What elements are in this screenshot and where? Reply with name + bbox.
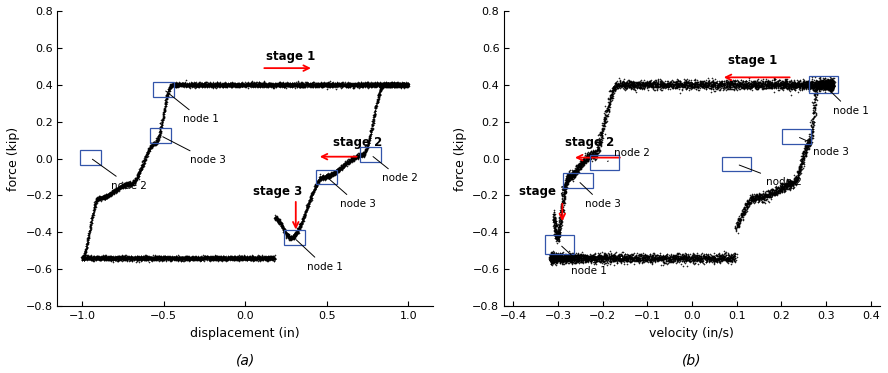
Text: node 2: node 2: [739, 165, 802, 187]
Text: stage 2: stage 2: [565, 136, 614, 149]
Text: stage 2: stage 2: [333, 136, 383, 149]
Bar: [782, 129, 812, 144]
Text: node 1: node 1: [826, 87, 868, 116]
Text: node 3: node 3: [329, 179, 376, 209]
Text: node 3: node 3: [163, 137, 226, 165]
Bar: [150, 128, 170, 143]
X-axis label: displacement (in): displacement (in): [190, 326, 300, 339]
Text: stage 3: stage 3: [519, 185, 567, 198]
Text: node 2: node 2: [373, 157, 418, 183]
Bar: [545, 235, 575, 254]
X-axis label: velocity (in/s): velocity (in/s): [649, 326, 734, 339]
Text: node 1: node 1: [562, 246, 607, 276]
Bar: [361, 147, 382, 162]
Text: node 2: node 2: [92, 159, 147, 191]
Text: (b): (b): [682, 353, 702, 367]
Bar: [283, 231, 305, 245]
Y-axis label: force (kip): force (kip): [454, 126, 467, 191]
Text: (a): (a): [235, 353, 255, 367]
Text: node 1: node 1: [166, 91, 219, 124]
Bar: [591, 155, 619, 170]
Bar: [153, 82, 174, 97]
Text: stage 1: stage 1: [266, 50, 315, 63]
Bar: [316, 170, 337, 184]
Text: stage 1: stage 1: [727, 54, 777, 68]
Bar: [80, 150, 100, 165]
Text: node 3: node 3: [799, 138, 848, 157]
Bar: [809, 76, 838, 93]
Text: stage 3: stage 3: [253, 185, 303, 198]
Text: node 3: node 3: [580, 182, 621, 209]
Bar: [722, 157, 751, 172]
Y-axis label: force (kip): force (kip): [7, 126, 20, 191]
Text: node 2: node 2: [607, 148, 650, 162]
Text: node 1: node 1: [297, 240, 343, 272]
Bar: [564, 173, 592, 188]
